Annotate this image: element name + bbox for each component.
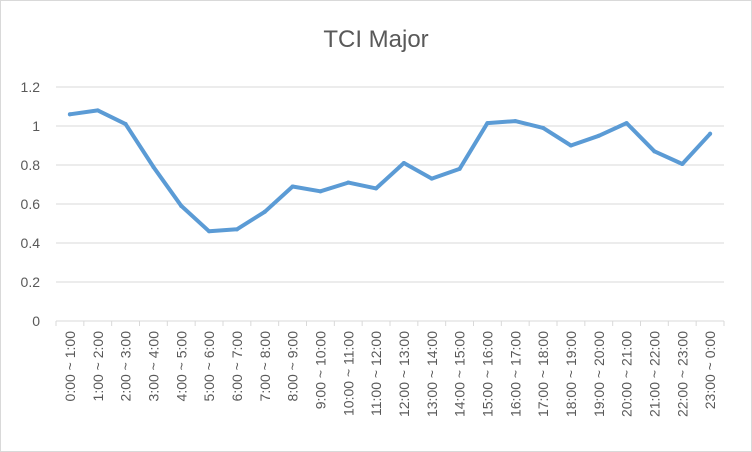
data-point	[67, 112, 72, 117]
axes	[55, 320, 725, 326]
x-tick-label: 21:00 ~ 22:00	[646, 331, 662, 417]
x-tick-labels: 0:00 ~ 1:00 1:00 ~ 2:00 2:00 ~ 3:00 3:00 ~ …	[62, 331, 718, 417]
data-point	[318, 189, 323, 194]
y-tick-label: 0.6	[21, 196, 41, 212]
data-point	[207, 229, 212, 234]
x-tick-label: 6:00 ~ 7:00	[229, 331, 245, 402]
x-tick-label: 23:00 ~ 0:00	[702, 331, 718, 409]
x-tick-label: 15:00 ~ 16:00	[479, 331, 495, 417]
chart-title: TCI Major	[323, 26, 429, 53]
y-tick-label: 0	[32, 313, 40, 329]
data-point	[290, 184, 295, 189]
x-tick-label: 14:00 ~ 15:00	[452, 331, 468, 417]
data-point	[346, 180, 351, 185]
x-tick-label: 17:00 ~ 18:00	[535, 331, 551, 417]
data-point	[485, 121, 490, 126]
data-point	[234, 227, 239, 232]
data-point	[457, 166, 462, 171]
x-tick-label: 1:00 ~ 2:00	[90, 331, 106, 402]
x-tick-label: 2:00 ~ 3:00	[118, 331, 134, 402]
y-tick-label: 0.2	[21, 274, 41, 290]
data-point	[95, 108, 100, 113]
x-tick-label: 11:00 ~ 12:00	[368, 331, 384, 416]
y-tick-label: 0.4	[21, 235, 41, 251]
data-point	[541, 125, 546, 130]
data-point	[151, 164, 156, 169]
x-tick-label: 19:00 ~ 20:00	[591, 331, 607, 417]
x-tick-label: 16:00 ~ 17:00	[507, 331, 523, 417]
y-tick-labels: 0 0.2 0.4 0.6 0.8 1 1.2	[21, 79, 41, 329]
x-tick-label: 0:00 ~ 1:00	[62, 331, 78, 402]
x-tick-label: 12:00 ~ 13:00	[396, 331, 412, 417]
data-point	[568, 143, 573, 148]
data-point	[262, 209, 267, 214]
y-tick-label: 1.2	[21, 79, 41, 95]
data-point	[123, 122, 128, 127]
data-point	[708, 131, 713, 136]
data-point	[624, 121, 629, 126]
data-point	[652, 149, 657, 154]
x-tick-label: 10:00 ~ 11:00	[340, 331, 356, 416]
data-point	[680, 162, 685, 167]
series-layer	[67, 108, 713, 234]
gridlines	[56, 86, 724, 283]
x-tick-label: 4:00 ~ 5:00	[173, 331, 189, 402]
x-tick-label: 18:00 ~ 19:00	[563, 331, 579, 417]
x-tick-label: 5:00 ~ 6:00	[201, 331, 217, 402]
x-tick-label: 7:00 ~ 8:00	[257, 331, 273, 402]
y-tick-label: 1	[32, 118, 40, 134]
data-point	[429, 176, 434, 181]
data-point	[374, 186, 379, 191]
x-tick-label: 8:00 ~ 9:00	[285, 331, 301, 402]
series-line	[67, 108, 713, 234]
data-point	[179, 203, 184, 208]
x-tick-label: 13:00 ~ 14:00	[424, 331, 440, 417]
x-tick-label: 3:00 ~ 4:00	[145, 331, 161, 402]
y-tick-label: 0.8	[21, 157, 41, 173]
x-tick-label: 9:00 ~ 10:00	[312, 331, 328, 409]
data-point	[513, 119, 518, 124]
data-point	[401, 161, 406, 166]
x-tick-label: 22:00 ~ 23:00	[674, 331, 690, 417]
x-tick-label: 20:00 ~ 21:00	[619, 331, 635, 417]
data-point	[596, 133, 601, 138]
